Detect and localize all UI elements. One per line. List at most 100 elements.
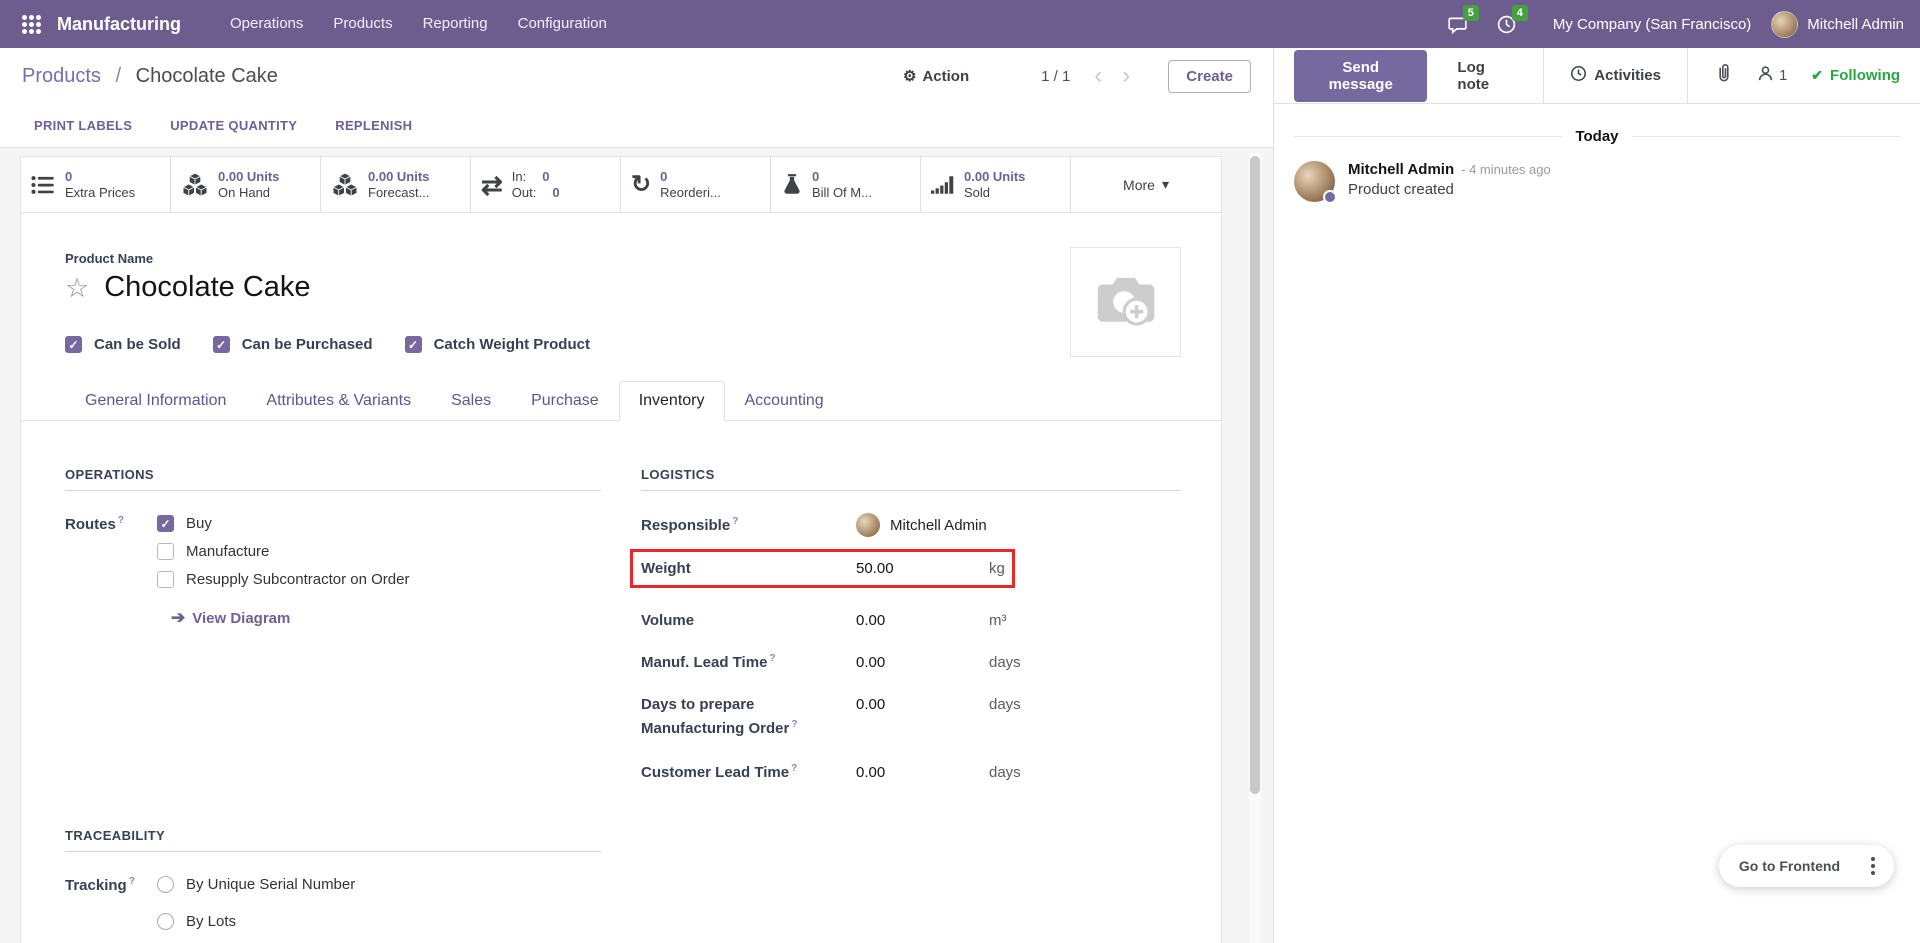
volume-row: Volume 0.00 m³ [641,612,1181,629]
weight-row-highlighted: Weight 50.00 kg [630,549,1015,588]
activities-menu[interactable]: 4 [1496,4,1528,35]
log-note-button[interactable]: Log note [1457,58,1490,93]
stat-extra-prices[interactable]: 0 Extra Prices [21,157,171,212]
go-to-frontend-button[interactable]: Go to Frontend [1738,858,1840,874]
following-button[interactable]: ✔ Following [1811,67,1901,84]
breadcrumb-products-link[interactable]: Products [22,64,101,87]
pager-previous-button[interactable]: ‹ [1094,62,1103,89]
create-button[interactable]: Create [1168,59,1251,93]
replenish-button[interactable]: REPLENISH [335,118,413,133]
traceability-section: TRACEABILITY Tracking? By Unique Serial … [65,828,601,943]
flask-icon [781,173,803,197]
attach-files-button[interactable] [1714,63,1733,88]
checkbox-unchecked-icon [157,543,174,560]
tab-attributes-variants[interactable]: Attributes & Variants [266,392,412,409]
help-icon: ? [791,763,798,774]
route-resupply-subcontractor-checkbox[interactable]: Resupply Subcontractor on Order [157,571,409,588]
weight-unit: kg [989,560,1005,577]
stat-sold[interactable]: 0.00 Units Sold [921,157,1071,212]
tab-purchase[interactable]: Purchase [531,392,599,409]
volume-label: Volume [641,612,695,629]
checkbox-checked-icon: ✓ [404,336,422,353]
menu-reporting[interactable]: Reporting [422,15,488,32]
pricelist-icon [31,174,56,196]
tracking-lots-radio[interactable]: By Lots [157,913,355,930]
favorite-star-icon[interactable]: ☆ [65,272,90,303]
catch-weight-product-checkbox[interactable]: ✓ Catch Weight Product [404,336,590,353]
manuf-lead-time-unit: days [989,653,1021,671]
stat-bill-of-materials[interactable]: 0 Bill Of M... [771,157,921,212]
more-stats-dropdown[interactable]: More ▾ [1071,157,1221,212]
can-be-sold-checkbox[interactable]: ✓ Can be Sold [65,336,181,353]
stat-reordering-rules[interactable]: ↻ 0 Reorderi... [621,157,771,212]
days-to-prepare-value: 0.00 [856,696,886,713]
help-icon: ? [769,653,776,664]
tab-general-information[interactable]: General Information [85,392,227,409]
messages-menu[interactable]: 5 [1447,4,1479,35]
message-body: Product created [1348,181,1454,198]
in-value: 0 [542,168,550,184]
volume-value: 0.00 [856,612,886,629]
scrollbar-thumb[interactable] [1250,156,1260,794]
followers-count: 1 [1778,67,1788,84]
customer-lead-time-unit: days [989,763,1021,781]
bom-label: Bill Of M... [812,184,872,200]
form-sheet: 0 Extra Prices 0.00 Units On Hand [20,156,1222,943]
action-menu-button[interactable]: ⚙ Action [903,67,970,86]
route-manufacture-checkbox[interactable]: Manufacture [157,543,409,560]
on-hand-label: On Hand [218,184,271,200]
apps-grid-icon[interactable] [22,14,41,34]
messages-badge: 5 [1462,4,1479,21]
status-dot [1323,190,1337,204]
view-diagram-link[interactable]: ➔ View Diagram [171,608,291,627]
on-hand-value: 0.00 Units [218,168,280,184]
weight-label: Weight [641,560,691,577]
update-quantity-button[interactable]: UPDATE QUANTITY [170,118,298,133]
help-icon: ? [117,515,124,526]
logistics-section-title: LOGISTICS [641,467,1181,491]
can-be-purchased-checkbox[interactable]: ✓ Can be Purchased [212,336,373,353]
action-label: Action [922,67,970,85]
paperclip-icon [1714,63,1733,88]
user-name[interactable]: Mitchell Admin [1807,15,1904,33]
frontend-widget: Go to Frontend [1718,845,1894,887]
app-name[interactable]: Manufacturing [57,13,181,34]
tracking-serial-radio[interactable]: By Unique Serial Number [157,876,355,893]
date-divider: Today [1294,128,1900,145]
product-image-placeholder[interactable] [1070,247,1181,357]
checkbox-checked-icon: ✓ [65,336,82,353]
record-pager[interactable]: 1 / 1 [1041,67,1071,85]
activities-button[interactable]: Activities [1570,65,1661,86]
avatar [1294,161,1337,204]
send-message-button[interactable]: Send message [1294,49,1428,102]
control-panel-right: ⚙ Action 1 / 1 ‹ › Create [903,59,1251,93]
company-switcher[interactable]: My Company (San Francisco) [1552,15,1752,33]
print-labels-button[interactable]: PRINT LABELS [34,118,133,133]
chatter-panel: Send message Log note Activities [1273,47,1920,943]
help-icon: ? [791,719,798,730]
stat-forecasted[interactable]: 0.00 Units Forecast... [321,157,471,212]
logistics-section: LOGISTICS Responsible? Mitchell Admin We… [630,467,1181,781]
menu-operations[interactable]: Operations [230,15,304,32]
date-divider-label: Today [1575,128,1619,145]
help-icon: ? [128,876,135,887]
tab-inventory[interactable]: Inventory [618,381,725,421]
stat-on-hand[interactable]: 0.00 Units On Hand [171,157,321,212]
tab-accounting[interactable]: Accounting [744,392,824,409]
pager-next-button[interactable]: › [1122,62,1131,89]
kebab-menu-button[interactable] [1856,849,1890,883]
menu-products[interactable]: Products [333,15,393,32]
breadcrumb-separator: / [115,64,122,87]
stat-in-out[interactable]: ⇄ In: 0 Out: 0 [471,157,621,212]
route-buy-checkbox[interactable]: ✓ Buy [157,515,409,532]
message-author[interactable]: Mitchell Admin [1348,161,1455,178]
product-option-checkboxes: ✓ Can be Sold ✓ Can be Purchased ✓ Catch… [65,336,1221,353]
followers-button[interactable]: 1 [1757,65,1787,86]
radio-unselected-icon [157,913,174,930]
responsible-user-link[interactable]: Mitchell Admin [856,513,1181,537]
menu-configuration[interactable]: Configuration [517,15,607,32]
volume-unit: m³ [989,612,1007,629]
user-avatar[interactable] [1771,10,1799,38]
tab-sales[interactable]: Sales [451,392,492,409]
breadcrumb: Products / Chocolate Cake [22,65,278,88]
